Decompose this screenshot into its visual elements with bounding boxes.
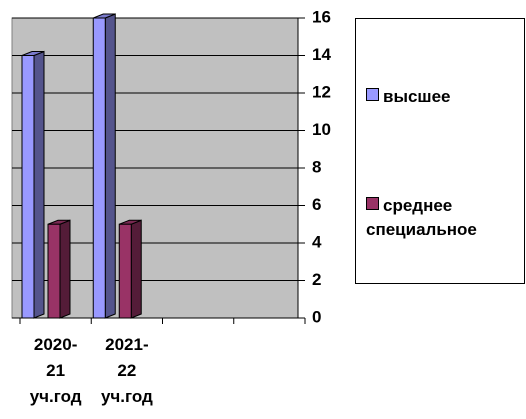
legend-swatch [366,88,379,101]
legend-label: высшее [383,87,451,106]
y-tick-label: 2 [312,270,321,289]
y-tick-label: 14 [312,45,331,64]
bar-face [33,50,45,319]
bar [21,50,45,319]
legend-item: среднее специальное [366,194,506,242]
y-tick-label: 6 [312,195,321,214]
bar-face [92,17,106,319]
legend-swatch [366,197,379,210]
bar-face [21,55,35,319]
y-tick-label: 8 [312,157,321,176]
bar-face [104,13,116,319]
x-tick-label: 2021-22 уч.год [100,335,153,406]
bar [47,219,71,319]
x-tick-label: 2020-21 уч.год [29,335,82,406]
bar-face [47,223,61,319]
legend-item: высшее [366,85,516,109]
legend: высшее среднее специальное [355,18,525,284]
y-tick-label: 0 [312,307,321,326]
legend-label: среднее специальное [366,196,477,239]
y-tick-label: 16 [312,7,331,26]
bar [118,219,142,319]
y-tick-label: 10 [312,120,331,139]
bar-face [118,223,132,319]
y-tick-label: 4 [312,232,322,251]
y-tick-label: 12 [312,82,331,101]
bar-face [59,219,71,319]
bar [92,13,116,319]
bar-face [130,219,142,319]
